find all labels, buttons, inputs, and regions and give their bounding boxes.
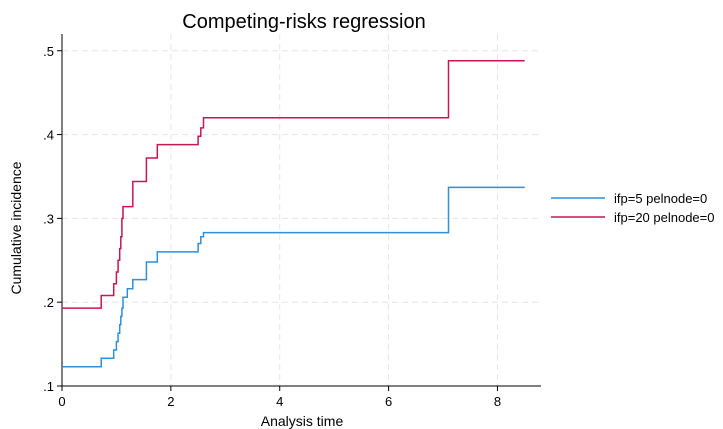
chart-title: Competing-risks regression bbox=[182, 11, 425, 33]
y-tick-label: .2 bbox=[43, 295, 54, 310]
x-tick-label: 0 bbox=[58, 394, 65, 409]
axes: 0 2 4 6 8 .1 .2 .3 .4 .5 bbox=[43, 34, 541, 409]
y-tick-label: .1 bbox=[43, 379, 54, 394]
legend-label-1: ifp=5 pelnode=0 bbox=[614, 191, 707, 206]
y-tick-label: .3 bbox=[43, 211, 54, 226]
y-tick-label: .5 bbox=[43, 44, 54, 59]
x-tick-label: 8 bbox=[494, 394, 501, 409]
series-line-1 bbox=[62, 186, 525, 368]
legend: ifp=5 pelnode=0 ifp=20 pelnode=0 bbox=[551, 191, 714, 225]
x-tick-label: 6 bbox=[385, 394, 392, 409]
series-line-2 bbox=[62, 60, 525, 309]
y-axis-title: Cumulative incidence bbox=[8, 161, 24, 294]
y-tick-label: .4 bbox=[43, 128, 54, 143]
x-tick-label: 2 bbox=[167, 394, 174, 409]
legend-label-2: ifp=20 pelnode=0 bbox=[614, 210, 714, 225]
series-group bbox=[62, 60, 525, 368]
x-axis-title: Analysis time bbox=[261, 413, 344, 429]
x-tick-label: 4 bbox=[276, 394, 283, 409]
